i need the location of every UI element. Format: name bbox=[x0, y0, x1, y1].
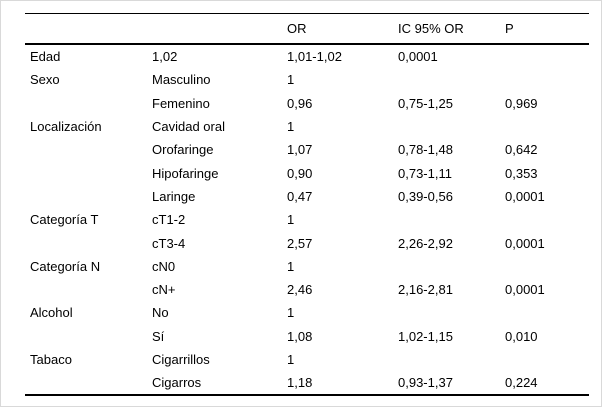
table-cell: 0,010 bbox=[505, 328, 538, 344]
table-cell: 1,02-1,15 bbox=[398, 328, 453, 344]
table-row: Sí 1,08 1,02-1,15 0,010 bbox=[25, 325, 589, 348]
table-cell: 1,08 bbox=[287, 328, 313, 344]
table-cell: 1 bbox=[287, 72, 295, 88]
table-cell: 1 bbox=[287, 119, 295, 135]
table-cell: Sexo bbox=[30, 72, 60, 88]
table-cell: 1,01-1,02 bbox=[287, 49, 342, 65]
table-cell bbox=[500, 44, 589, 68]
table-cell bbox=[500, 208, 589, 231]
table-cell bbox=[393, 301, 500, 324]
table-cell: 2,16-2,81 bbox=[398, 282, 453, 298]
header-cell-ic95: IC 95% OR bbox=[398, 21, 464, 36]
table-cell: 0,75-1,25 bbox=[398, 95, 453, 111]
table-row: Localización Cavidad oral 1 bbox=[25, 115, 589, 138]
table-cell bbox=[393, 68, 500, 91]
stats-table: OR IC 95% OR P Edad 1,02 1,01-1,02 0,0001 Se… bbox=[25, 13, 589, 397]
table-row: cN+ 2,46 2,16-2,81 0,0001 bbox=[25, 278, 589, 301]
table-cell: 0,0001 bbox=[398, 49, 438, 65]
table-cell: cT1-2 bbox=[152, 212, 186, 228]
header-cell-or: OR bbox=[287, 21, 307, 36]
table-cell bbox=[393, 348, 500, 371]
table-cell: cN+ bbox=[152, 282, 176, 298]
table-cell bbox=[393, 208, 500, 231]
table-cell: 0,0001 bbox=[505, 235, 545, 251]
table-body: Edad 1,02 1,01-1,02 0,0001 Sexo Masculino 1 Fem… bbox=[25, 44, 589, 395]
table-row: Cigarros 1,18 0,93-1,37 0,224 bbox=[25, 371, 589, 395]
table-cell: Hipofaringe bbox=[152, 165, 219, 181]
table-cell: Femenino bbox=[152, 95, 210, 111]
table-cell bbox=[393, 255, 500, 278]
table-cell bbox=[500, 301, 589, 324]
table-cell bbox=[25, 371, 147, 395]
table-cell: 1 bbox=[287, 305, 295, 321]
table-cell: cN0 bbox=[152, 258, 176, 274]
table-cell: 0,93-1,37 bbox=[398, 375, 453, 391]
table-cell: Tabaco bbox=[30, 352, 72, 367]
table-cell: Orofaringe bbox=[152, 142, 214, 158]
table-row: Categoría N cN0 1 bbox=[25, 255, 589, 278]
table-cell: Cigarrillos bbox=[152, 352, 210, 367]
table-row: Hipofaringe 0,90 0,73-1,11 0,353 bbox=[25, 161, 589, 184]
table-cell bbox=[25, 185, 147, 208]
table-cell: Categoría T bbox=[30, 212, 99, 228]
table-cell: Categoría N bbox=[30, 258, 101, 274]
table-cell: cT3-4 bbox=[152, 235, 186, 251]
table-cell: Cavidad oral bbox=[152, 119, 225, 135]
table-cell: 0,642 bbox=[505, 142, 538, 158]
table-cell: 0,353 bbox=[505, 165, 538, 181]
table-cell bbox=[25, 92, 147, 115]
table-row: cT3-4 2,57 2,26-2,92 0,0001 bbox=[25, 231, 589, 254]
table-cell bbox=[500, 68, 589, 91]
table-cell: Localización bbox=[30, 119, 102, 135]
table-cell: 2,57 bbox=[287, 235, 313, 251]
table-cell: Alcohol bbox=[30, 305, 73, 321]
table-row: Alcohol No 1 bbox=[25, 301, 589, 324]
table-row: Laringe 0,47 0,39-0,56 0,0001 bbox=[25, 185, 589, 208]
table-row: Sexo Masculino 1 bbox=[25, 68, 589, 91]
table-cell: 0,47 bbox=[287, 188, 313, 204]
table-cell: 1,18 bbox=[287, 375, 313, 391]
table-cell bbox=[25, 231, 147, 254]
table-cell: 2,46 bbox=[287, 282, 313, 298]
table-cell: 0,969 bbox=[505, 95, 538, 111]
table-cell bbox=[25, 278, 147, 301]
table-row: Edad 1,02 1,01-1,02 0,0001 bbox=[25, 44, 589, 68]
table-cell: 1 bbox=[287, 352, 295, 367]
table-row: Orofaringe 1,07 0,78-1,48 0,642 bbox=[25, 138, 589, 161]
table-cell: 0,0001 bbox=[505, 188, 545, 204]
table-cell bbox=[500, 115, 589, 138]
table-cell bbox=[500, 255, 589, 278]
header-cell-p: P bbox=[505, 21, 514, 36]
table-cell: No bbox=[152, 305, 169, 321]
table-row: Femenino 0,96 0,75-1,25 0,969 bbox=[25, 92, 589, 115]
table-cell bbox=[25, 161, 147, 184]
table-cell: 0,224 bbox=[505, 375, 538, 391]
table-cell bbox=[393, 115, 500, 138]
header-cell-subcategory bbox=[147, 14, 282, 45]
table-cell bbox=[25, 325, 147, 348]
table-cell: Laringe bbox=[152, 188, 196, 204]
table-cell: 0,96 bbox=[287, 95, 313, 111]
table-cell: 2,26-2,92 bbox=[398, 235, 453, 251]
table-cell: 0,0001 bbox=[505, 282, 545, 298]
table-cell bbox=[25, 138, 147, 161]
table-cell: 1,07 bbox=[287, 142, 313, 158]
table-cell: 1,02 bbox=[152, 49, 178, 65]
table-cell: Edad bbox=[30, 49, 61, 65]
table-cell: 0,73-1,11 bbox=[398, 165, 452, 181]
header-row: OR IC 95% OR P bbox=[25, 14, 589, 45]
table-cell: 1 bbox=[287, 258, 295, 274]
table-cell: 0,78-1,48 bbox=[398, 142, 453, 158]
header-cell-category bbox=[25, 14, 147, 45]
table-row: Tabaco Cigarrillos 1 bbox=[25, 348, 589, 371]
table-row: Categoría T cT1-2 1 bbox=[25, 208, 589, 231]
table-cell: Sí bbox=[152, 328, 165, 344]
table-cell bbox=[500, 348, 589, 371]
table-cell: 1 bbox=[287, 212, 295, 228]
table-cell: 0,90 bbox=[287, 165, 313, 181]
table-cell: 0,39-0,56 bbox=[398, 188, 453, 204]
table-cell: Cigarros bbox=[152, 375, 202, 391]
table-cell: Masculino bbox=[152, 72, 211, 88]
